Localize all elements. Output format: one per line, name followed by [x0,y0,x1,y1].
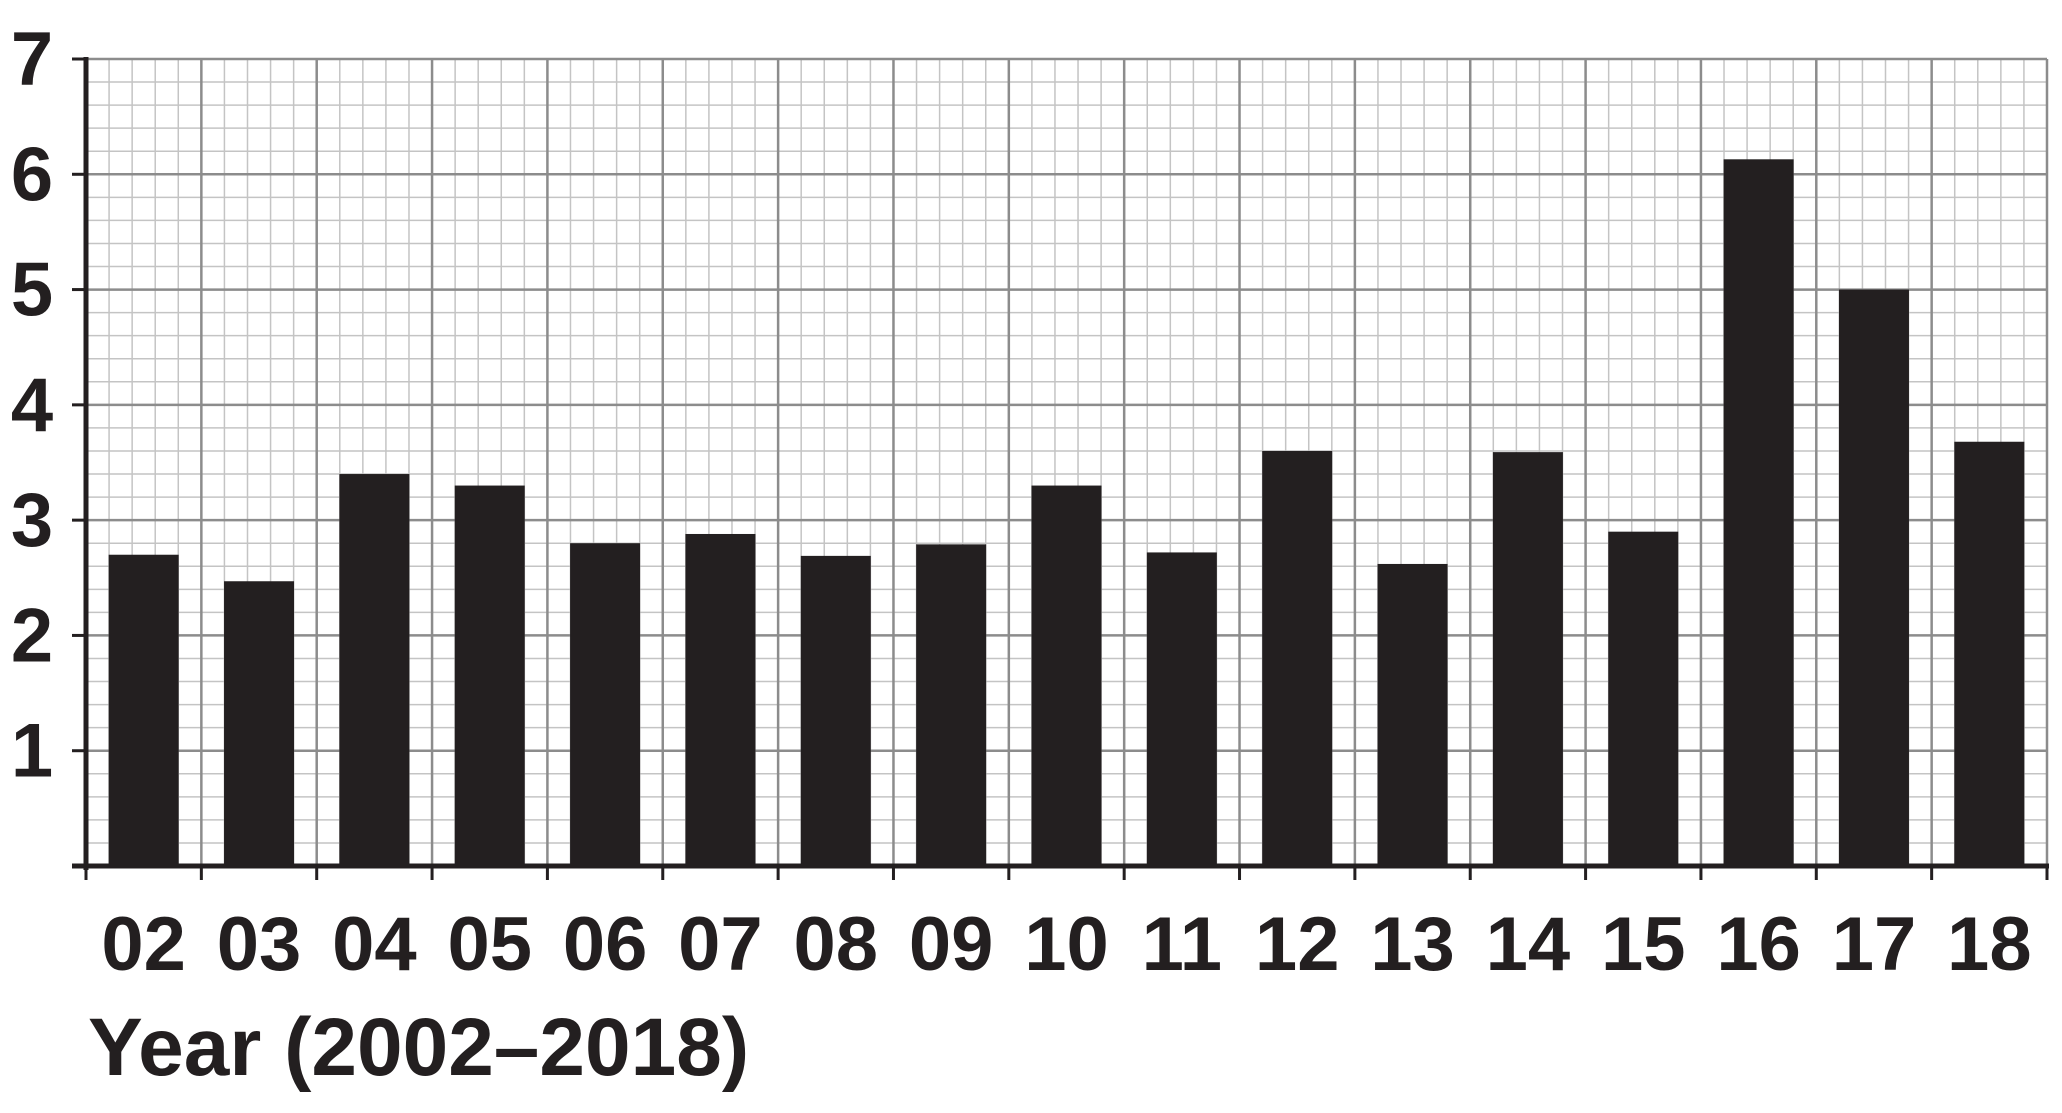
y-tick-labels: 1 2 3 4 5 6 7 [11,17,53,794]
x-tick-label-13: 13 [1370,902,1455,987]
bar-04 [339,474,410,866]
bar-08 [800,555,871,866]
x-tick-label-14: 14 [1486,902,1571,987]
bar-05 [454,485,525,866]
bar-10 [1031,485,1102,866]
x-tick-label-17: 17 [1832,902,1917,987]
x-tick-label-06: 06 [563,902,648,987]
x-tick-label-18: 18 [1947,902,2032,987]
y-tick-label-4: 4 [11,363,53,448]
bar-14 [1492,452,1563,866]
bar-18 [1954,441,2025,866]
x-tick-label-03: 03 [217,902,302,987]
x-tick-label-02: 02 [101,902,186,987]
x-tick-label-16: 16 [1716,902,1801,987]
x-tick-label-04: 04 [332,902,417,987]
x-tick-label-07: 07 [678,902,763,987]
bar-11 [1146,552,1217,866]
bar-02 [108,554,179,866]
y-tick-label-1: 1 [11,709,53,794]
bar-06 [570,543,641,866]
x-tick-label-10: 10 [1024,902,1109,987]
x-tick-label-05: 05 [447,902,532,987]
bar-07 [685,533,756,866]
x-tick-label-08: 08 [794,902,879,987]
bars [108,159,2025,867]
bar-12 [1262,450,1333,866]
axes [72,57,2049,880]
x-tick-labels: 02 03 04 05 06 07 08 09 10 11 12 13 14 15 16 17 18 [101,902,2031,987]
x-tick-label-09: 09 [909,902,994,987]
y-tick-label-6: 6 [11,132,53,217]
x-tick-label-11: 11 [1142,902,1222,987]
x-tick-label-12: 12 [1255,902,1340,987]
y-tick-label-2: 2 [11,593,53,678]
bar-03 [224,581,295,866]
bar-13 [1377,563,1448,866]
bar-09 [916,544,987,866]
y-tick-label-7: 7 [11,17,53,102]
y-tick-label-3: 3 [11,478,53,563]
bar-17 [1838,289,1909,867]
y-tick-label-5: 5 [11,248,53,333]
bar-16 [1723,159,1794,866]
bar-15 [1608,531,1679,866]
x-axis-title: Year (2002–2018) [88,1002,749,1093]
x-tick-label-15: 15 [1601,902,1686,987]
